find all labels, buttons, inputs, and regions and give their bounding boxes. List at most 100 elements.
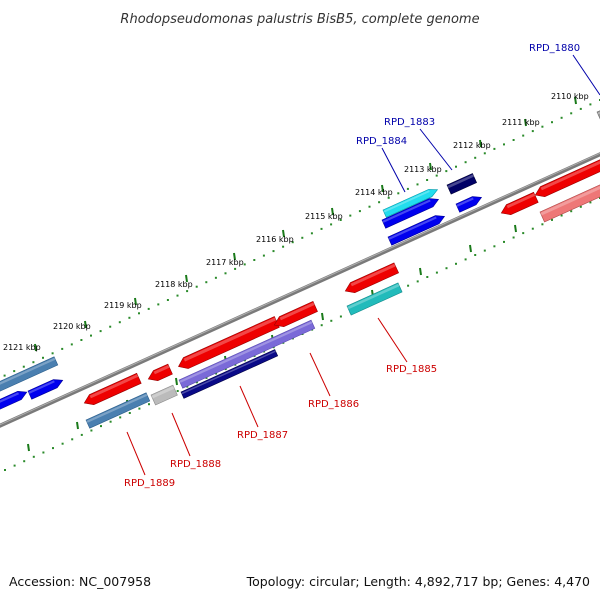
major-tick [185, 274, 188, 283]
gene-feature-cyan [382, 189, 439, 218]
tick-dot [589, 201, 592, 204]
gene-label: RPD_1889 [124, 478, 175, 489]
tick-dot [253, 259, 256, 261]
gene-feature-red-body [500, 191, 539, 216]
tick-dot [570, 112, 573, 115]
tick-dot [368, 205, 371, 208]
tick-dot [291, 241, 294, 244]
tick-dot [282, 245, 285, 248]
gene-feature-steelblue [85, 392, 151, 429]
gene-feature-blue-shine [388, 216, 437, 240]
tick-dot [176, 294, 179, 297]
tick-dot [51, 352, 54, 355]
tick-label: 2110 kbp [551, 92, 589, 101]
tick-dot [522, 232, 525, 235]
major-tick [134, 297, 137, 306]
tick-label: 2114 kbp [355, 188, 393, 197]
tick-dot [195, 285, 198, 288]
gene-feature-red [83, 372, 142, 406]
label-leaders [126, 54, 600, 476]
gene-feature-grey [150, 384, 178, 406]
tick-label: 2113 kbp [404, 165, 442, 174]
accession-text: Accession: NC_007958 [9, 574, 151, 589]
tick-dot [406, 187, 409, 190]
gene-feature-navy-shine [181, 350, 276, 395]
gene-feature-red [534, 159, 600, 198]
major-tick [175, 377, 178, 386]
gene-feature-grey-shine [597, 111, 600, 115]
tick-dot [397, 192, 400, 195]
tick-dot [157, 303, 160, 306]
major-tick [321, 312, 324, 321]
tick-dot [119, 416, 122, 419]
major-tick [84, 320, 87, 329]
gene-feature-steelblue-shine [86, 393, 148, 423]
major-tick [429, 162, 432, 171]
tick-dot [330, 319, 333, 322]
gene-feature-red-body [83, 372, 142, 406]
gene-feature-blue-body [387, 215, 446, 246]
tick-dot [80, 339, 83, 341]
gene-feature-red-shine [89, 374, 139, 399]
gene-feature-slate-shine [179, 321, 313, 383]
tick-dot [109, 420, 112, 423]
major-tick [76, 421, 79, 430]
tick-dot [214, 276, 217, 279]
tick-dot [378, 201, 381, 204]
tick-dot [4, 469, 6, 471]
gene-feature-blue-body [381, 198, 440, 229]
tick-dot [493, 147, 496, 150]
tick-dot [224, 368, 227, 371]
gene-feature-red-shine [279, 302, 315, 321]
gene-feature-red-shine [153, 365, 170, 375]
tick-dot [186, 385, 189, 388]
gene-feature-navy [180, 349, 279, 399]
gene-feature-red-shine [350, 263, 396, 287]
major-tick [34, 343, 37, 352]
gene-feature-blue-body [27, 379, 64, 400]
gene-feature-red-body [178, 316, 280, 369]
tick-dot [512, 139, 515, 141]
tick-dot [90, 334, 92, 337]
gene-feature-pink [539, 184, 600, 223]
tick-dot [205, 376, 208, 379]
tick-dot [148, 403, 150, 406]
tick-label: 2119 kbp [104, 301, 142, 310]
tick-dot [483, 152, 486, 155]
gene-feature-slate-body [178, 319, 316, 389]
major-tick [469, 244, 472, 253]
gene-feature-blue-shine [0, 392, 19, 403]
tick-dot [13, 370, 16, 373]
tick-dot [61, 442, 64, 445]
gene-feature-red [178, 316, 280, 369]
tick-dot [32, 361, 35, 364]
tick-dot [138, 407, 141, 410]
tick-dot [138, 312, 140, 315]
tick-dot [474, 254, 477, 256]
tick-dot [71, 438, 74, 441]
gene-feature-red-body [534, 159, 600, 198]
tick-dot [128, 316, 131, 319]
tick-dot [147, 307, 150, 310]
gene-feature-teal-shine [347, 283, 400, 310]
tick-dot [339, 219, 342, 221]
tick-dot [215, 372, 218, 375]
tick-label: 2115 kbp [305, 212, 343, 221]
tick-label: 2121 kbp [3, 343, 41, 352]
major-tick [233, 252, 236, 261]
leader-line [381, 147, 406, 193]
tick-dot [483, 249, 486, 252]
tick-dot [531, 227, 534, 230]
gene-label: RPD_1886 [308, 399, 359, 410]
major-tick [282, 229, 285, 238]
tick-dot [176, 390, 179, 392]
tick-dot [493, 245, 496, 248]
gene-features [0, 110, 600, 429]
gene-label: RPD_1887 [237, 430, 288, 441]
leader-line [572, 54, 600, 96]
gene-feature-red [500, 191, 539, 216]
gene-feature-blue [381, 198, 440, 229]
tick-dot [330, 223, 333, 226]
gene-feature-red [344, 262, 399, 294]
